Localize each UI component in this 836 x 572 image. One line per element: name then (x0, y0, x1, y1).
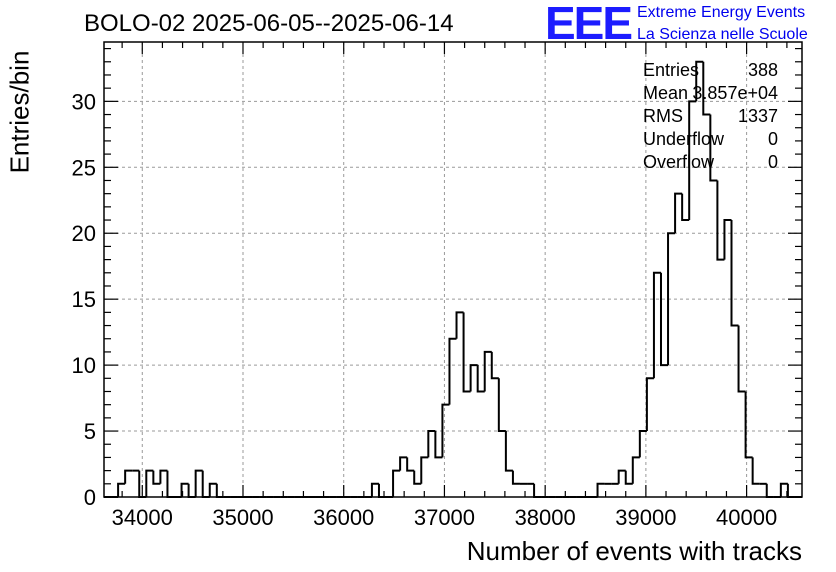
histogram-bin (441, 403, 450, 458)
histogram-bin (779, 482, 788, 497)
histogram-bin (152, 470, 161, 485)
histogram-bin (744, 391, 753, 459)
histogram-bin (455, 311, 464, 339)
histogram-bin (688, 100, 697, 221)
histogram-bin (723, 219, 732, 260)
x-tick-label: 38000 (515, 505, 576, 530)
stats-overflow-value: 0 (767, 152, 778, 172)
x-tick-label: 35000 (212, 505, 273, 530)
eee-logo-mark: EEE (545, 0, 633, 49)
y-tick-label: 25 (72, 155, 96, 180)
histogram-bin (681, 193, 690, 222)
stats-mean-label: Mean (643, 83, 689, 103)
histogram-bin (659, 272, 669, 367)
histogram-bin (145, 469, 154, 497)
x-axis-label: Number of events with tracks (466, 536, 802, 566)
histogram-bin (490, 351, 499, 380)
histogram-bin (377, 483, 387, 498)
histogram-bin (631, 456, 640, 484)
histogram-bin (413, 470, 422, 485)
y-tick-label: 10 (72, 353, 96, 378)
histogram-bin (476, 365, 485, 393)
x-tick-label: 39000 (615, 505, 676, 530)
histogram-bin (751, 457, 760, 485)
histogram-bin (624, 470, 633, 485)
histogram-bin (427, 430, 436, 458)
histogram-bin (159, 469, 168, 484)
y-axis-label: Entries/bin (4, 50, 35, 174)
histogram-bin (166, 470, 175, 498)
stats-rms-value: 1337 (737, 106, 778, 126)
histogram-bin (511, 470, 520, 485)
histogram-bin (483, 350, 492, 392)
stats-underflow-label: Underflow (643, 129, 725, 149)
stats-underflow-value: 0 (767, 129, 778, 149)
histogram-bin (786, 483, 795, 498)
y-tick-label: 15 (72, 287, 96, 312)
x-tick-label: 37000 (414, 505, 475, 530)
histogram-bin (652, 271, 661, 379)
histogram-bin (370, 482, 379, 497)
histogram-bin (194, 469, 203, 497)
stats-mean-value: 3.857e+04 (692, 83, 778, 103)
histogram-bin (709, 114, 718, 182)
histogram-bin (617, 469, 626, 484)
histogram-bin (645, 377, 654, 432)
chart-title: BOLO-02 2025-06-05--2025-06-14 (84, 10, 454, 37)
histogram-bin (674, 192, 683, 234)
stats-overflow-label: Overflow (643, 152, 715, 172)
histogram-bin (208, 482, 217, 497)
histogram-bin (504, 431, 513, 472)
y-tick-label: 5 (84, 419, 96, 444)
histogram-bin (462, 312, 471, 393)
histogram-bin (117, 482, 126, 497)
histogram-bin (420, 456, 429, 484)
histogram-bin (392, 469, 401, 497)
plot-frame (103, 41, 803, 498)
histogram-bin (596, 482, 605, 497)
y-tick-label: 0 (84, 485, 96, 510)
y-tick-label: 30 (72, 89, 96, 114)
histogram-bin (533, 483, 542, 498)
histogram-bin (448, 337, 457, 405)
histogram-bin (187, 483, 196, 498)
histogram-bin (469, 364, 478, 392)
histogram-bin (497, 378, 506, 433)
logo-line-1: Extreme Energy Events (637, 4, 806, 21)
histogram-bin (406, 457, 415, 472)
histogram-bin (124, 469, 133, 484)
histogram-bin (716, 180, 725, 261)
histogram-bin (201, 470, 210, 498)
histogram-bin (765, 483, 774, 498)
histogram-bin (434, 431, 443, 459)
stats-rms-label: RMS (643, 106, 683, 126)
stats-entries-value: 388 (747, 60, 778, 80)
logo-line-2: La Scienza nelle Scuole (637, 26, 808, 43)
histogram-bin (730, 220, 739, 327)
histogram-bin (180, 482, 189, 497)
x-tick-label: 34000 (112, 505, 173, 530)
histogram-bin (695, 60, 704, 102)
stats-entries-label: Entries (643, 60, 700, 80)
histogram-bin (667, 232, 676, 366)
histogram-bin (638, 430, 647, 458)
x-tick-label: 36000 (313, 505, 374, 530)
y-tick-label: 20 (72, 221, 96, 246)
x-tick-label: 40000 (716, 505, 777, 530)
histogram-bin (702, 61, 711, 116)
histogram-bin (737, 325, 746, 393)
histogram-bin (399, 456, 408, 471)
eee-logo: EEE Extreme Energy Events La Scienza nel… (545, 0, 835, 49)
